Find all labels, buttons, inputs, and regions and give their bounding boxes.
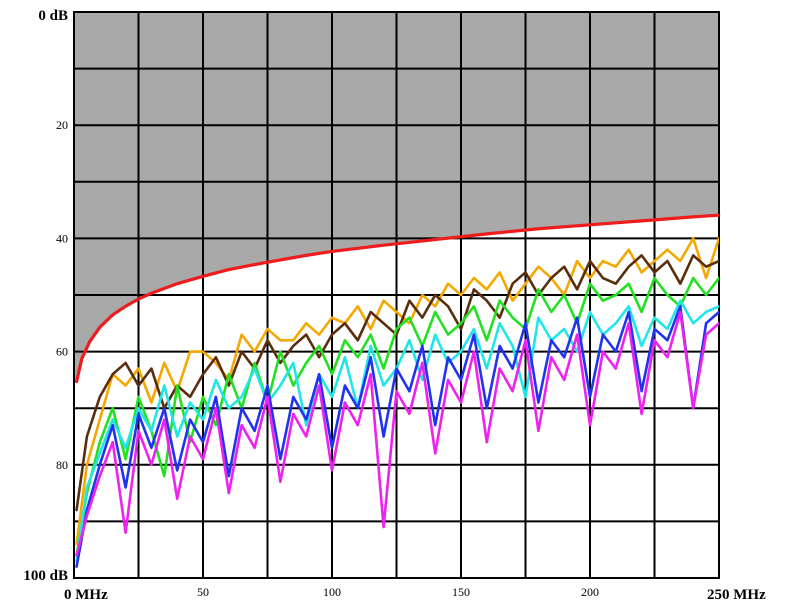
x-tick-label: 0 MHz: [64, 587, 108, 603]
y-tick-label: 40: [56, 231, 68, 245]
x-tick-label: 250 MHz: [707, 587, 766, 603]
y-tick-label: 100 dB: [23, 568, 68, 584]
plot-frame: [73, 11, 720, 579]
x-tick-label: 150: [452, 585, 470, 599]
x-tick-label: 200: [581, 585, 599, 599]
y-tick-label: 80: [56, 458, 68, 472]
y-tick-label: 20: [56, 118, 68, 132]
series-line-2: [75, 254, 719, 512]
x-tick-label: 100: [323, 585, 341, 599]
y-tick-label: 60: [56, 345, 68, 359]
limit-line: [74, 213, 719, 384]
series-line-3: [75, 276, 719, 557]
series-line-1: [75, 237, 719, 546]
y-tick-label: 0 dB: [38, 8, 68, 24]
x-tick-label: 50: [197, 585, 209, 599]
series-line-6: [75, 310, 719, 557]
series-line-5: [75, 305, 719, 568]
